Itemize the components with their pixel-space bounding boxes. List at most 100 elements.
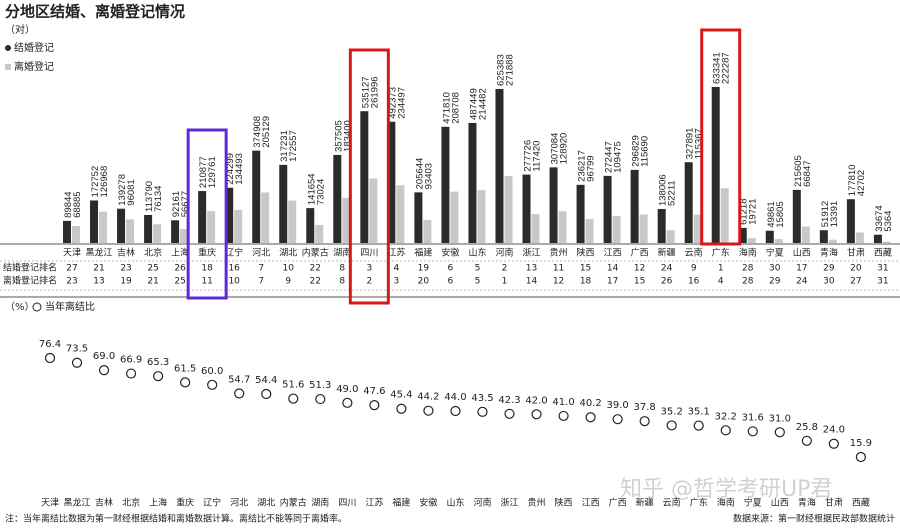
chart-title: 分地区结婚、离婚登记情况	[5, 3, 185, 21]
bar	[207, 211, 216, 243]
dot	[531, 409, 542, 420]
value-label: 49.0	[336, 384, 358, 395]
rank-cell: 16	[228, 264, 240, 274]
x-tick-label: 广西	[609, 497, 627, 509]
bar	[585, 219, 594, 243]
x-tick-label: 海南	[739, 247, 757, 259]
value-label: 625383	[495, 54, 506, 86]
value-label: 271888	[504, 54, 515, 86]
x-tick-label: 湖南	[311, 497, 329, 509]
bar	[90, 200, 99, 243]
x-tick-label: 福建	[392, 497, 410, 509]
value-label: 93403	[423, 163, 434, 189]
bar	[612, 216, 621, 243]
x-tick-label: 江苏	[387, 247, 405, 259]
bar	[531, 214, 540, 243]
rank-cell: 18	[580, 277, 592, 287]
bar	[477, 190, 486, 243]
bar	[711, 87, 720, 243]
rank-cell: 8	[339, 264, 345, 274]
value-label: 47.6	[363, 386, 385, 397]
x-tick-label: 湖北	[257, 498, 275, 509]
bar	[441, 126, 450, 243]
x-tick-label: 西藏	[852, 497, 870, 509]
dot	[666, 420, 677, 431]
rank-cell: 1	[718, 264, 724, 274]
value-label: 272447	[604, 141, 615, 173]
value-label: 35.2	[661, 406, 683, 417]
value-label: 49861	[766, 201, 777, 227]
rank-cell: 15	[580, 264, 591, 274]
rank-cell: 31	[877, 277, 888, 287]
rank-cell: 6	[448, 277, 454, 287]
dot	[396, 403, 407, 414]
rank-cell: 4	[393, 264, 399, 274]
value-label: 210877	[198, 156, 209, 188]
bar	[549, 167, 558, 243]
value-label: 172752	[90, 166, 101, 198]
bar	[873, 234, 882, 243]
value-label: 37.8	[634, 402, 656, 413]
dot	[288, 393, 299, 404]
rank-cell: 24	[796, 277, 808, 287]
value-label: 128920	[559, 133, 570, 165]
value-label: 234497	[396, 87, 407, 119]
x-tick-label: 四川	[338, 499, 356, 509]
rank-cell: 23	[120, 264, 131, 274]
value-label: 43.5	[471, 393, 493, 404]
dot	[423, 405, 434, 416]
rank-cell: 11	[553, 264, 564, 274]
rank-cell: 3	[366, 264, 372, 274]
rank-cell: 16	[688, 277, 700, 287]
x-tick-label: 河南	[495, 247, 513, 259]
bar	[360, 111, 369, 243]
dot	[98, 365, 110, 376]
value-label: 73.5	[66, 344, 88, 355]
value-label: 51.3	[309, 380, 331, 391]
rank-cell: 23	[66, 277, 77, 287]
value-label: 535127	[360, 76, 371, 108]
bar	[576, 184, 585, 243]
bar	[72, 226, 80, 243]
rank-cell: 17	[607, 277, 618, 287]
x-tick-label: 云南	[663, 497, 681, 509]
bar	[144, 214, 153, 243]
value-label: 471810	[441, 92, 452, 124]
bar	[423, 219, 432, 243]
x-tick-label: 山西	[793, 248, 811, 259]
rank-cell: 13	[93, 277, 104, 287]
value-label: 487449	[468, 88, 479, 120]
value-label: 19721	[748, 198, 759, 224]
x-tick-label: 内蒙古	[280, 497, 307, 509]
x-tick-label: 江西	[582, 498, 600, 509]
value-label: 66.9	[120, 355, 142, 366]
dot	[801, 435, 812, 446]
value-label: 42.3	[498, 395, 520, 406]
dot	[180, 377, 191, 388]
dot	[125, 368, 137, 379]
value-label: 42.0	[525, 395, 547, 406]
dot	[207, 379, 218, 390]
legend-symbol	[32, 302, 42, 312]
rank-cell: 19	[418, 264, 430, 274]
x-tick-label: 河北	[230, 497, 248, 509]
rank-cell: 29	[769, 277, 781, 287]
value-label: 54.7	[228, 375, 250, 386]
rank-cell: 24	[661, 264, 673, 274]
bar	[495, 88, 504, 243]
bar	[684, 162, 693, 243]
x-tick-label: 宁夏	[766, 247, 784, 259]
x-tick-label: 新疆	[636, 497, 654, 509]
x-tick-label: 青海	[820, 247, 838, 259]
bar	[306, 208, 315, 243]
x-tick-label: 辽宁	[225, 247, 243, 259]
value-label: 5364	[883, 211, 894, 232]
x-tick-label: 甘肃	[825, 497, 843, 509]
dot	[234, 388, 245, 399]
unit-label: （%）	[5, 301, 35, 313]
value-label: 214482	[477, 88, 488, 120]
x-tick-label: 贵州	[528, 497, 546, 509]
rank-cell: 9	[285, 277, 291, 287]
value-label: 115690	[640, 136, 651, 167]
x-tick-label: 福建	[414, 247, 432, 259]
